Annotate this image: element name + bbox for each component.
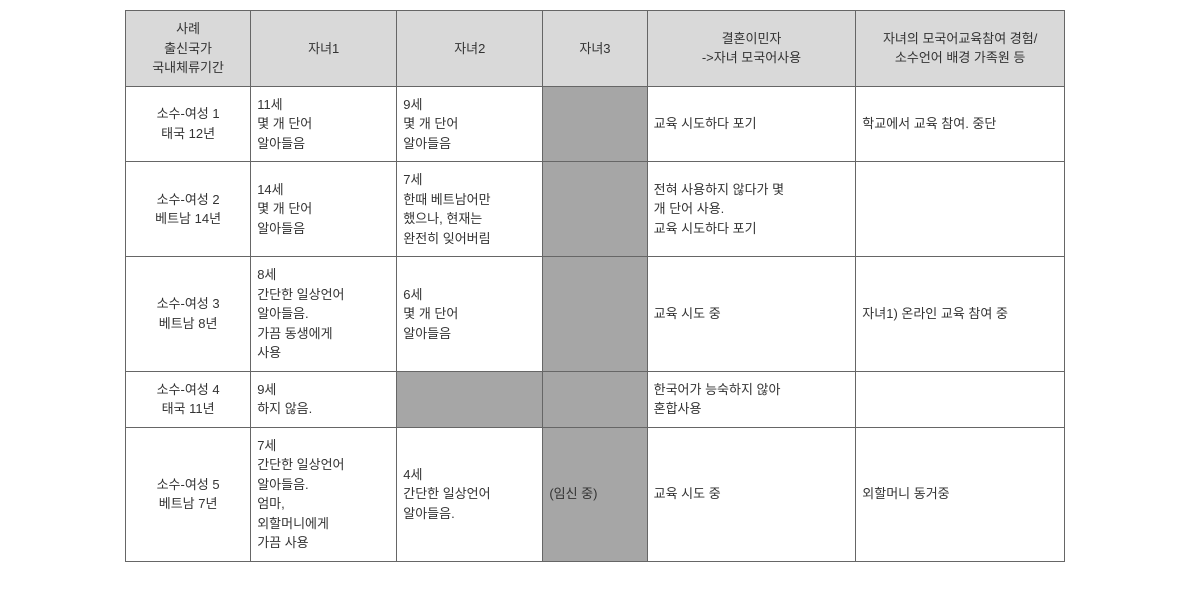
cell-immigrant: 교육 시도하다 포기 (647, 86, 856, 162)
cell-case: 소수-여성 2베트남 14년 (126, 162, 251, 257)
header-child1: 자녀1 (251, 11, 397, 87)
table-header-row: 사례출신국가국내체류기간 자녀1 자녀2 자녀3 결혼이민자->자녀 모국어사용… (126, 11, 1065, 87)
cell-child2 (397, 371, 543, 427)
data-table: 사례출신국가국내체류기간 자녀1 자녀2 자녀3 결혼이민자->자녀 모국어사용… (125, 10, 1065, 562)
cell-child2: 9세몇 개 단어알아들음 (397, 86, 543, 162)
cell-case: 소수-여성 1태국 12년 (126, 86, 251, 162)
cell-child1: 8세간단한 일상언어알아들음.가끔 동생에게사용 (251, 257, 397, 372)
cell-child3: (임신 중) (543, 427, 647, 561)
cell-child3 (543, 86, 647, 162)
table-container: 사례출신국가국내체류기간 자녀1 자녀2 자녀3 결혼이민자->자녀 모국어사용… (10, 10, 1180, 562)
table-body: 소수-여성 1태국 12년11세몇 개 단어알아들음9세몇 개 단어알아들음교육… (126, 86, 1065, 561)
table-row: 소수-여성 3베트남 8년8세간단한 일상언어알아들음.가끔 동생에게사용6세몇… (126, 257, 1065, 372)
header-experience: 자녀의 모국어교육참여 경험/소수언어 배경 가족원 등 (856, 11, 1065, 87)
cell-child3 (543, 257, 647, 372)
cell-experience: 학교에서 교육 참여. 중단 (856, 86, 1065, 162)
cell-child1: 11세몇 개 단어알아들음 (251, 86, 397, 162)
cell-case: 소수-여성 5베트남 7년 (126, 427, 251, 561)
cell-immigrant: 한국어가 능숙하지 않아혼합사용 (647, 371, 856, 427)
cell-child1: 7세간단한 일상언어알아들음.엄마,외할머니에게가끔 사용 (251, 427, 397, 561)
header-child3: 자녀3 (543, 11, 647, 87)
cell-case: 소수-여성 4태국 11년 (126, 371, 251, 427)
table-row: 소수-여성 4태국 11년9세하지 않음. 한국어가 능숙하지 않아혼합사용 (126, 371, 1065, 427)
cell-immigrant: 교육 시도 중 (647, 257, 856, 372)
cell-experience: 외할머니 동거중 (856, 427, 1065, 561)
header-immigrant: 결혼이민자->자녀 모국어사용 (647, 11, 856, 87)
cell-child2: 6세몇 개 단어알아들음 (397, 257, 543, 372)
table-row: 소수-여성 5베트남 7년7세간단한 일상언어알아들음.엄마,외할머니에게가끔 … (126, 427, 1065, 561)
cell-child1: 14세몇 개 단어알아들음 (251, 162, 397, 257)
table-row: 소수-여성 2베트남 14년14세몇 개 단어알아들음7세한때 베트남어만했으나… (126, 162, 1065, 257)
cell-immigrant: 교육 시도 중 (647, 427, 856, 561)
cell-child1: 9세하지 않음. (251, 371, 397, 427)
cell-experience: 자녀1) 온라인 교육 참여 중 (856, 257, 1065, 372)
cell-child2: 7세한때 베트남어만했으나, 현재는완전히 잊어버림 (397, 162, 543, 257)
cell-child3 (543, 371, 647, 427)
header-case: 사례출신국가국내체류기간 (126, 11, 251, 87)
header-child2: 자녀2 (397, 11, 543, 87)
cell-case: 소수-여성 3베트남 8년 (126, 257, 251, 372)
table-row: 소수-여성 1태국 12년11세몇 개 단어알아들음9세몇 개 단어알아들음 교육… (126, 86, 1065, 162)
cell-experience (856, 162, 1065, 257)
cell-experience (856, 371, 1065, 427)
cell-child2: 4세간단한 일상언어알아들음. (397, 427, 543, 561)
cell-child3 (543, 162, 647, 257)
cell-immigrant: 전혀 사용하지 않다가 몇개 단어 사용.교육 시도하다 포기 (647, 162, 856, 257)
